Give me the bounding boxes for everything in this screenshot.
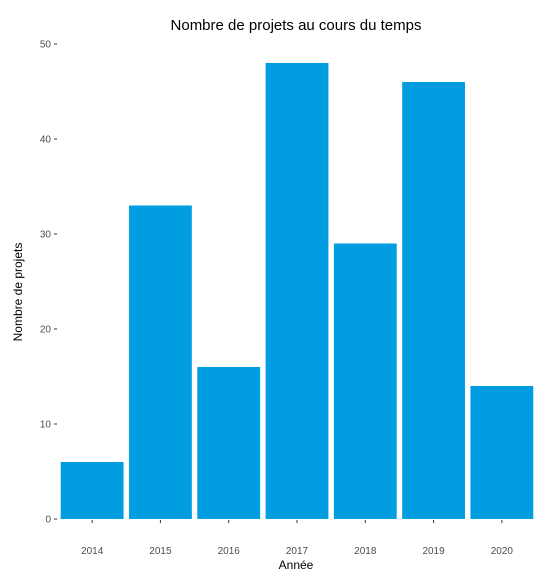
bar-2019 <box>402 82 465 519</box>
bar-2020 <box>470 386 534 519</box>
bar-2016 <box>197 367 261 519</box>
bar-2018 <box>333 243 397 519</box>
bar-2014 <box>60 462 124 519</box>
bar-2017 <box>265 63 329 519</box>
x-tick-label: 2017 <box>286 546 309 557</box>
x-axis: 2014 2015 2016 2017 2018 2019 2020 <box>81 520 513 557</box>
y-tick-label: 50 <box>40 40 52 51</box>
x-axis-label: Année <box>279 558 314 572</box>
x-tick-label: 2020 <box>491 546 514 557</box>
x-tick-label: 2019 <box>422 546 445 557</box>
y-axis: 0 10 20 30 40 50 <box>40 40 57 526</box>
y-tick-label: 20 <box>40 325 52 336</box>
y-tick-label: 40 <box>40 135 52 146</box>
bar-2015 <box>129 205 192 519</box>
y-axis-label: Nombre de projets <box>11 243 25 342</box>
x-tick-label: 2015 <box>149 546 172 557</box>
x-tick-label: 2014 <box>81 546 104 557</box>
y-tick-label: 10 <box>40 420 52 431</box>
x-tick-label: 2018 <box>354 546 377 557</box>
chart-title: Nombre de projets au cours du temps <box>171 17 422 34</box>
y-tick-label: 30 <box>40 230 52 241</box>
x-tick-label: 2016 <box>218 546 241 557</box>
bars <box>60 63 534 519</box>
y-tick-label: 0 <box>45 515 51 526</box>
